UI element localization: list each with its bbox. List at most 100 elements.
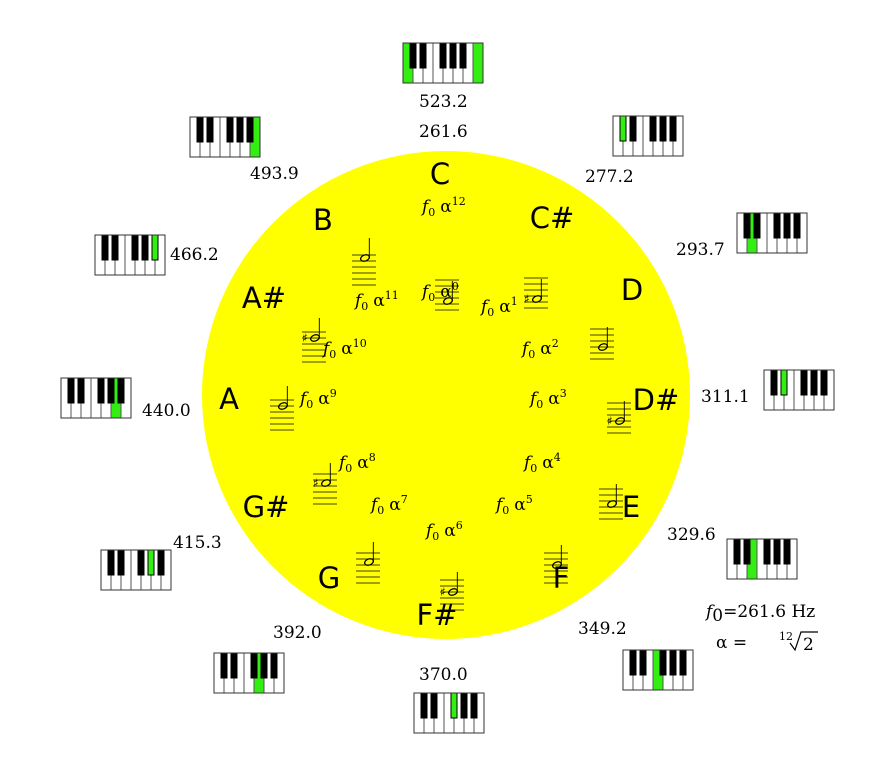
alpha-exponent: 7 bbox=[401, 493, 408, 506]
note-name-c-sharp: C# bbox=[530, 201, 575, 235]
alpha-exponent: 11 bbox=[385, 289, 399, 302]
alpha-exponent: 6 bbox=[456, 519, 463, 532]
f-subscript: 0 bbox=[345, 462, 352, 475]
f-subscript: 0 bbox=[536, 398, 543, 411]
formula-f0-alpha-10: f0 α10 bbox=[321, 337, 367, 361]
f-symbol: f bbox=[520, 339, 531, 359]
black-key bbox=[753, 212, 761, 239]
black-key bbox=[151, 234, 159, 261]
formula-f0-alpha-12: f0 α12 bbox=[420, 195, 466, 219]
octave-frequency-label: 523.2 bbox=[419, 92, 468, 112]
black-key bbox=[733, 538, 741, 565]
black-key bbox=[260, 652, 268, 679]
black-key bbox=[793, 212, 801, 239]
black-key bbox=[117, 377, 125, 404]
alpha-exponent: 9 bbox=[330, 387, 337, 400]
note-name-a-sharp: A# bbox=[242, 281, 286, 315]
f-symbol: f bbox=[321, 339, 332, 359]
black-key bbox=[629, 649, 637, 676]
keyboard-icon-d-sharp bbox=[763, 369, 835, 411]
sharp-sign-icon: ♯ bbox=[524, 292, 530, 306]
black-key bbox=[147, 549, 155, 576]
f-symbol: f bbox=[424, 521, 435, 541]
f-subscript: 0 bbox=[432, 530, 439, 543]
black-key bbox=[430, 692, 438, 719]
black-key bbox=[111, 234, 119, 261]
alpha-symbol: α bbox=[542, 453, 554, 473]
formula-f0-alpha-2: f0 α2 bbox=[520, 337, 559, 361]
yellow-pitch-circle bbox=[202, 151, 690, 639]
black-key bbox=[157, 549, 165, 576]
sharp-sign-icon: ♯ bbox=[607, 414, 613, 428]
keyboard-icon-d bbox=[736, 212, 808, 254]
black-key bbox=[206, 116, 214, 143]
black-key bbox=[439, 42, 447, 69]
black-key bbox=[470, 692, 478, 719]
black-key bbox=[230, 652, 238, 679]
legend-f-subscript: 0 bbox=[712, 606, 723, 626]
alpha-exponent: 1 bbox=[511, 295, 518, 308]
black-key bbox=[137, 549, 145, 576]
keyboard-icon-e bbox=[726, 538, 798, 580]
sharp-sign-icon: ♯ bbox=[302, 331, 308, 345]
staff-a-sharp: ♯ bbox=[302, 318, 326, 363]
keyboard-icon-a bbox=[60, 377, 132, 419]
keyboard-icon-b bbox=[189, 116, 261, 158]
keyboard-frame bbox=[736, 212, 808, 254]
staff-b bbox=[352, 238, 376, 286]
note-name-g: G bbox=[318, 561, 340, 595]
black-key bbox=[659, 649, 667, 676]
f-subscript: 0 bbox=[329, 348, 336, 361]
f-symbol: f bbox=[353, 291, 364, 311]
f-subscript: 0 bbox=[502, 504, 509, 517]
f-symbol: f bbox=[479, 297, 490, 317]
black-key bbox=[67, 377, 75, 404]
black-key bbox=[639, 649, 647, 676]
frequency-label: 261.6 bbox=[419, 122, 468, 142]
alpha-symbol: α bbox=[499, 297, 511, 317]
black-key bbox=[773, 538, 781, 565]
alpha-symbol: α bbox=[373, 291, 385, 311]
radical-sign-icon bbox=[789, 631, 818, 652]
alpha-symbol: α bbox=[440, 197, 452, 217]
alpha-symbol: α bbox=[318, 389, 330, 409]
staff-d bbox=[590, 327, 614, 360]
f-symbol: f bbox=[337, 453, 348, 473]
black-key bbox=[420, 692, 428, 719]
alpha-exponent: 4 bbox=[554, 451, 561, 464]
black-key bbox=[450, 692, 458, 719]
black-key bbox=[449, 42, 457, 69]
staff-g bbox=[356, 542, 380, 584]
frequency-label: 311.1 bbox=[701, 387, 750, 407]
formula-f0-alpha-8: f0 α8 bbox=[337, 451, 376, 475]
staff-a bbox=[270, 386, 294, 431]
black-key bbox=[743, 212, 751, 239]
black-key bbox=[117, 549, 125, 576]
legend-f-symbol: f bbox=[704, 602, 715, 622]
black-key bbox=[780, 369, 788, 396]
black-key bbox=[77, 377, 85, 404]
black-key bbox=[101, 234, 109, 261]
black-key bbox=[409, 42, 417, 69]
sharp-sign-icon: ♯ bbox=[313, 476, 319, 490]
keyboard-octave-icon bbox=[402, 42, 484, 84]
staff-c bbox=[435, 279, 459, 311]
note-name-b: B bbox=[313, 203, 333, 237]
alpha-exponent: 12 bbox=[452, 195, 466, 208]
f-subscript: 0 bbox=[428, 291, 435, 304]
frequency-label: 466.2 bbox=[170, 245, 219, 265]
f-subscript: 0 bbox=[428, 206, 435, 219]
formula-f0-alpha-3: f0 α3 bbox=[528, 387, 567, 411]
black-key bbox=[763, 538, 771, 565]
black-key bbox=[131, 234, 139, 261]
f-symbol: f bbox=[528, 389, 539, 409]
legend-f0-line: f0=261.6 Hz bbox=[704, 602, 815, 626]
black-key bbox=[820, 369, 828, 396]
keyboard-frame bbox=[60, 377, 132, 419]
staff-g-sharp: ♯ bbox=[313, 463, 337, 505]
keyboard-frame bbox=[94, 234, 166, 276]
legend-root-index: 12 bbox=[779, 630, 793, 643]
